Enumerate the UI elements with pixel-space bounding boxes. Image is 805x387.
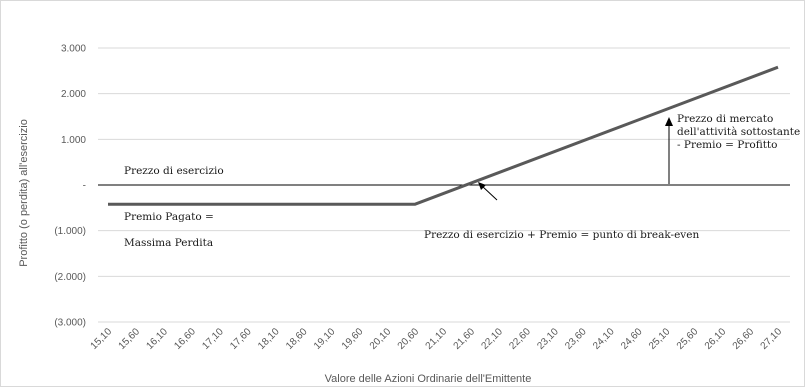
profit-arrow	[665, 117, 673, 184]
profit-annotation-line2: dell'attività sottostante	[677, 126, 800, 138]
y-tick-labels: 3.000 2.000 1.000 - (1.000) (2.000) (3.000)	[54, 44, 86, 329]
y-tick-label: 2.000	[61, 89, 86, 100]
profit-annotation-line3: - Premio = Profitto	[677, 139, 777, 151]
premium-annotation-line2: Massima Perdita	[124, 237, 213, 249]
premium-annotation-line1: Premio Pagato =	[124, 211, 214, 223]
profit-annotation-line1: Prezzo di mercato	[677, 113, 773, 125]
y-tick-label: (2.000)	[54, 272, 86, 283]
x-axis-title: Valore delle Azioni Ordinarie dell'Emitt…	[325, 373, 532, 385]
y-tick-label: -	[83, 181, 86, 192]
y-tick-label: 1.000	[61, 135, 86, 146]
breakeven-annotation: Prezzo di esercizio + Premio = punto di …	[424, 229, 699, 241]
y-tick-label: (1.000)	[54, 226, 86, 237]
payoff-line	[108, 65, 779, 206]
gridlines	[98, 47, 790, 323]
y-tick-label: 3.000	[61, 44, 86, 55]
breakeven-arrow	[478, 182, 498, 201]
y-tick-label: (3.000)	[54, 318, 86, 329]
y-axis-title: Profitto (o perdita) all'esercizio	[18, 119, 30, 267]
strike-annotation: Prezzo di esercizio	[124, 165, 224, 177]
